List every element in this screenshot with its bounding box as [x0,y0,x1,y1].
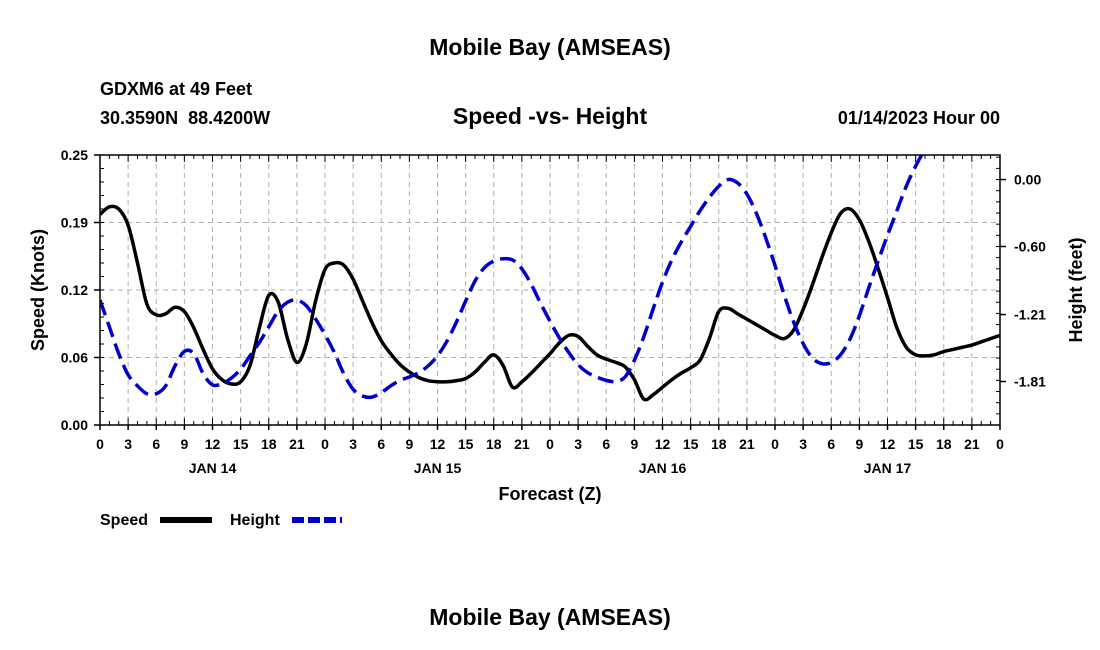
legend: Speed Height [100,512,342,529]
x-tick-label: 0 [321,436,329,452]
footer-title: Mobile Bay (AMSEAS) [429,604,671,630]
x-tick-label: 21 [514,436,530,452]
x-tick-label: 0 [96,436,104,452]
y2-axis-ticks: 0.00 -0.60 -1.21 -1.81 [1000,172,1046,389]
day-labels: JAN 14 JAN 15 JAN 16 JAN 17 [189,460,912,476]
y-tick-label: 0.19 [61,215,88,231]
y2-tick-label: 0.00 [1014,172,1041,188]
x-tick-label: 3 [574,436,582,452]
chart-subtitle: Speed -vs- Height [453,103,648,129]
x-tick-label: 3 [349,436,357,452]
y-tick-label: 0.00 [61,417,88,433]
day-label: JAN 16 [639,460,687,476]
x-tick-label: 9 [630,436,638,452]
x-tick-label: 15 [233,436,249,452]
x-tick-label: 9 [405,436,413,452]
x-tick-label: 0 [546,436,554,452]
x-tick-label: 15 [683,436,699,452]
x-tick-label: 3 [799,436,807,452]
x-tick-label: 6 [152,436,160,452]
station-coords: 30.3590N 88.4200W [100,108,270,128]
y2-tick-label: -0.60 [1014,238,1046,254]
y-tick-label: 0.06 [61,350,88,366]
x-tick-label: 9 [855,436,863,452]
y-tick-label: 0.25 [61,147,88,163]
speed-series-line [100,204,1000,402]
day-label: JAN 17 [864,460,912,476]
x-tick-label: 12 [430,436,446,452]
x-tick-label: 18 [261,436,277,452]
series-layer [100,155,1000,402]
x-tick-label: 18 [486,436,502,452]
y2-axis-label: Height (feet) [1066,238,1086,343]
x-tick-label: 0 [996,436,1004,452]
y2-tick-label: -1.81 [1014,373,1046,389]
y2-tick-label: -1.21 [1014,307,1046,323]
x-tick-label: 21 [739,436,755,452]
legend-height-label: Height [230,512,280,529]
grid [100,155,1000,425]
x-axis-ticks: 0 3 6 9 12 15 18 21 0 3 6 9 12 15 18 21 0 3 6 9 12 15 18 21 0 3 6 9… [96,425,1004,452]
x-tick-label: 18 [936,436,952,452]
y-axis-ticks: 0.00 0.06 0.12 0.19 0.25 [61,147,100,433]
x-tick-label: 6 [827,436,835,452]
y-axis-label: Speed (Knots) [28,229,48,351]
x-tick-label: 9 [180,436,188,452]
forecast-timestamp: 01/14/2023 Hour 00 [838,108,1000,128]
x-tick-label: 0 [771,436,779,452]
y-tick-label: 0.12 [61,282,88,298]
x-tick-label: 18 [711,436,727,452]
x-tick-label: 15 [458,436,474,452]
x-tick-label: 6 [377,436,385,452]
x-tick-label: 12 [205,436,221,452]
x-tick-label: 6 [602,436,610,452]
x-tick-label: 21 [289,436,305,452]
x-tick-label: 12 [655,436,671,452]
height-series-line [100,155,924,400]
x-tick-label: 12 [880,436,896,452]
x-axis-label: Forecast (Z) [498,484,601,504]
x-tick-label: 3 [124,436,132,452]
chart-main-title: Mobile Bay (AMSEAS) [429,34,671,60]
day-label: JAN 15 [414,460,462,476]
x-tick-label: 15 [908,436,924,452]
legend-speed-label: Speed [100,512,148,529]
station-name: GDXM6 at 49 Feet [100,79,252,99]
x-tick-label: 21 [964,436,980,452]
day-label: JAN 14 [189,460,237,476]
